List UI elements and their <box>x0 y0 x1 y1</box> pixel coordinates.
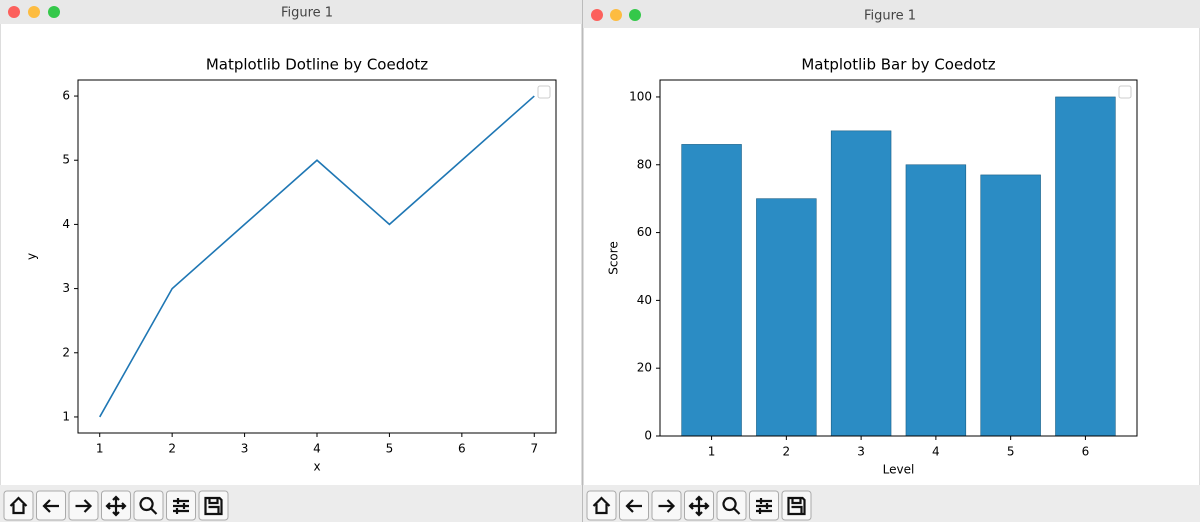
x-tick-label: 4 <box>932 445 940 459</box>
title-bar <box>0 0 582 24</box>
chart-title: Matplotlib Dotline by Coedotz <box>206 56 428 74</box>
toolbar-icon <box>139 496 158 515</box>
toolbar-icon <box>756 498 772 514</box>
y-tick-label: 3 <box>62 281 70 295</box>
toolbar-icon <box>787 496 806 516</box>
chart-title: Matplotlib Bar by Coedotz <box>801 56 995 74</box>
close-button[interactable] <box>8 6 20 18</box>
window-title: Figure 1 <box>281 6 333 21</box>
toolbar-icon <box>42 499 59 513</box>
x-axis-label: x <box>313 460 320 474</box>
y-tick-label: 5 <box>62 153 70 167</box>
toolbar-button[interactable] <box>3 490 34 521</box>
toolbar-button[interactable] <box>716 490 747 521</box>
bar <box>756 198 817 437</box>
x-tick-label: 3 <box>857 445 865 459</box>
minimize-button[interactable] <box>610 9 622 21</box>
y-tick-label: 6 <box>62 89 70 103</box>
toolbar-button[interactable] <box>198 490 229 521</box>
line <box>99 95 535 418</box>
y-tick-label: 20 <box>637 361 652 375</box>
y-tick-label: 100 <box>629 89 652 103</box>
x-tick-label: 6 <box>458 442 466 456</box>
x-tick-label: 1 <box>96 442 104 456</box>
toolbar-icon <box>9 496 28 515</box>
toolbar-icon <box>204 496 223 516</box>
bar <box>681 144 742 437</box>
toolbar-icon <box>592 496 611 515</box>
toolbar-icon <box>173 498 189 514</box>
toolbar-icon <box>625 499 642 513</box>
axes-frame <box>659 79 1138 437</box>
x-tick-label: 2 <box>168 442 176 456</box>
x-tick-label: 2 <box>783 445 791 459</box>
y-axis-label: y <box>25 253 39 260</box>
y-tick-label: 4 <box>62 217 70 231</box>
bar <box>1055 96 1116 437</box>
legend <box>537 85 551 99</box>
toolbar-icon <box>75 499 93 513</box>
toolbar-button[interactable] <box>781 490 812 521</box>
y-tick-label: 2 <box>62 345 70 359</box>
x-tick-label: 7 <box>530 442 538 456</box>
y-tick-label: 1 <box>62 409 70 423</box>
window-title: Figure 1 <box>864 9 916 24</box>
toolbar-button[interactable] <box>133 490 164 521</box>
minimize-button[interactable] <box>28 6 40 18</box>
x-tick-label: 1 <box>708 445 716 459</box>
x-axis-label: Level <box>883 463 915 477</box>
toolbar-icon <box>658 499 676 513</box>
x-tick-label: 6 <box>1082 445 1090 459</box>
toolbar-icon <box>105 495 127 517</box>
y-tick-label: 60 <box>637 225 652 239</box>
y-tick-label: 0 <box>644 429 652 443</box>
zoom-button[interactable] <box>48 6 60 18</box>
toolbar-icon <box>722 496 741 515</box>
close-button[interactable] <box>591 9 603 21</box>
y-tick-label: 40 <box>637 293 652 307</box>
x-tick-label: 4 <box>313 442 321 456</box>
legend <box>1118 85 1132 99</box>
toolbar-button[interactable] <box>586 490 617 521</box>
y-axis-label: Score <box>607 241 621 275</box>
x-tick-label: 5 <box>1007 445 1015 459</box>
bar <box>980 174 1041 437</box>
x-tick-label: 3 <box>241 442 249 456</box>
bar <box>830 130 892 437</box>
toolbar-icon <box>688 495 710 517</box>
y-tick-label: 80 <box>637 157 652 171</box>
bar <box>905 164 967 437</box>
zoom-button[interactable] <box>629 9 641 21</box>
title-bar <box>583 0 1200 28</box>
x-tick-label: 5 <box>386 442 394 456</box>
window <box>0 0 583 523</box>
